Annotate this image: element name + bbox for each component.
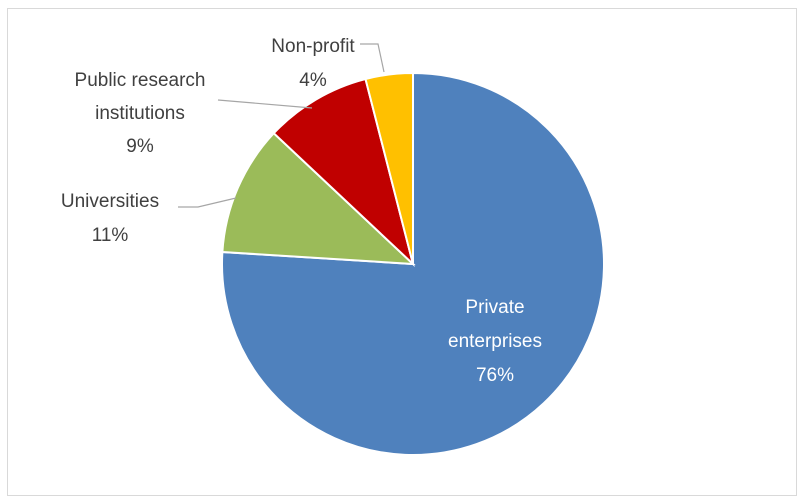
label-public-research-name-line1: Public research <box>75 70 206 91</box>
label-universities-value: 11% <box>92 225 129 246</box>
label-private-enterprises-name-line2: enterprises <box>448 331 542 352</box>
pie-slices <box>221 71 605 456</box>
leader-lines <box>178 43 385 208</box>
slice-universities <box>221 131 416 266</box>
leader-public-research <box>217 99 313 109</box>
label-non-profit-value: 4% <box>299 70 327 91</box>
label-universities-name: Universities <box>61 191 159 212</box>
label-private-enterprises-value: 76% <box>476 365 514 386</box>
label-public-research-name-line2: institutions <box>95 103 185 124</box>
leader-universities <box>178 197 237 208</box>
slice-public-research <box>272 77 415 268</box>
label-private-enterprises-name-line1: Private <box>465 297 524 318</box>
slice-private-enterprises <box>221 71 605 456</box>
label-non-profit-name: Non-profit <box>271 36 355 57</box>
slice-non-profit <box>364 71 414 265</box>
data-labels: Private enterprises 76% Universities 11%… <box>61 36 542 386</box>
leader-non-profit <box>360 43 385 73</box>
label-public-research-value: 9% <box>126 136 154 157</box>
